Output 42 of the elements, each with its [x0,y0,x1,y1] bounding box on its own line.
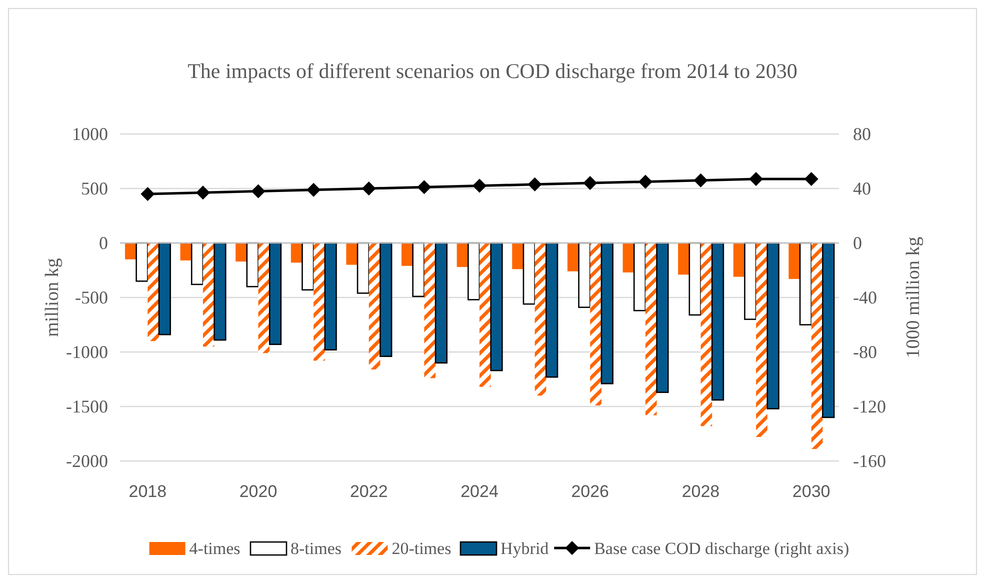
legend-label: Hybrid [500,539,550,558]
point [196,186,210,200]
x-tick-label: 2026 [571,482,610,501]
legend-label: 8-times [290,539,342,558]
x-tick-label: 2018 [128,482,167,501]
y-tick-label: -500 [75,288,108,308]
x-tick-label: 2022 [350,482,388,501]
point [583,176,598,190]
point [140,186,155,201]
point [417,180,432,194]
y-tick-label: -1500 [66,396,108,416]
x-tick-label: 2028 [682,482,720,501]
y-axis-title: million kg [42,258,63,337]
point [694,173,708,188]
y-tick-label: 1000 [72,124,108,144]
y2-tick-label: -40 [853,288,877,308]
legend-label: 4-times [189,539,240,558]
point [528,177,542,192]
point [251,184,266,198]
x-tick-label: 2030 [792,482,830,501]
y2-tick-label: -120 [853,396,886,416]
y2-tick-label: 40 [853,178,871,198]
y2-tick-label: 0 [853,233,862,253]
legend-label: Base case COD discharge (right axis) [594,539,850,558]
chart-title: The impacts of different scenarios on COD discharge from 2014 to 2030 [188,59,798,83]
y-tick-label: 500 [81,178,108,198]
y2-tick-label: -80 [853,342,877,362]
point [362,182,376,196]
y2-tick-label: -160 [853,451,886,471]
point [638,174,652,189]
y-tick-label: 0 [99,233,108,253]
y-tick-label: -2000 [66,451,108,471]
legend-label: 20-times [392,539,452,558]
point [804,172,818,186]
point [749,172,764,186]
y-tick-label: -1000 [66,342,108,362]
point [306,182,321,197]
y2-tick-label: 80 [853,124,871,144]
point [472,178,486,193]
x-tick-label: 2020 [239,482,278,501]
x-tick-label: 2024 [460,482,498,501]
y2-axis-title: 1000 million kg [903,236,924,358]
